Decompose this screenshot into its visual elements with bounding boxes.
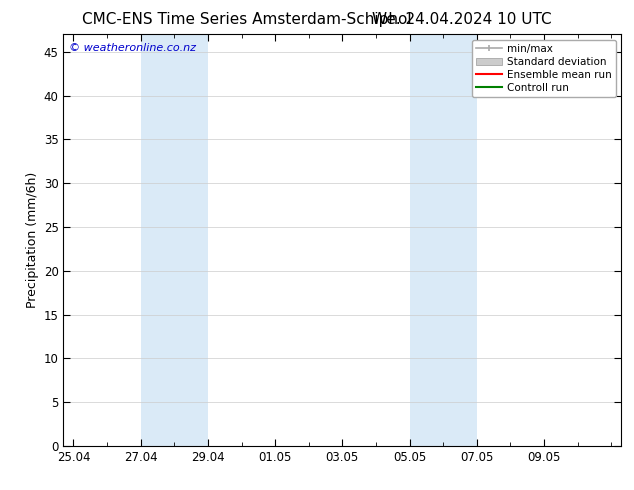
Legend: min/max, Standard deviation, Ensemble mean run, Controll run: min/max, Standard deviation, Ensemble me… <box>472 40 616 97</box>
Y-axis label: Precipitation (mm/6h): Precipitation (mm/6h) <box>27 172 39 308</box>
Text: © weatheronline.co.nz: © weatheronline.co.nz <box>69 43 196 52</box>
Text: CMC-ENS Time Series Amsterdam-Schiphol: CMC-ENS Time Series Amsterdam-Schiphol <box>82 12 412 27</box>
Bar <box>141 34 208 446</box>
Bar <box>410 34 477 446</box>
Text: We. 24.04.2024 10 UTC: We. 24.04.2024 10 UTC <box>372 12 552 27</box>
